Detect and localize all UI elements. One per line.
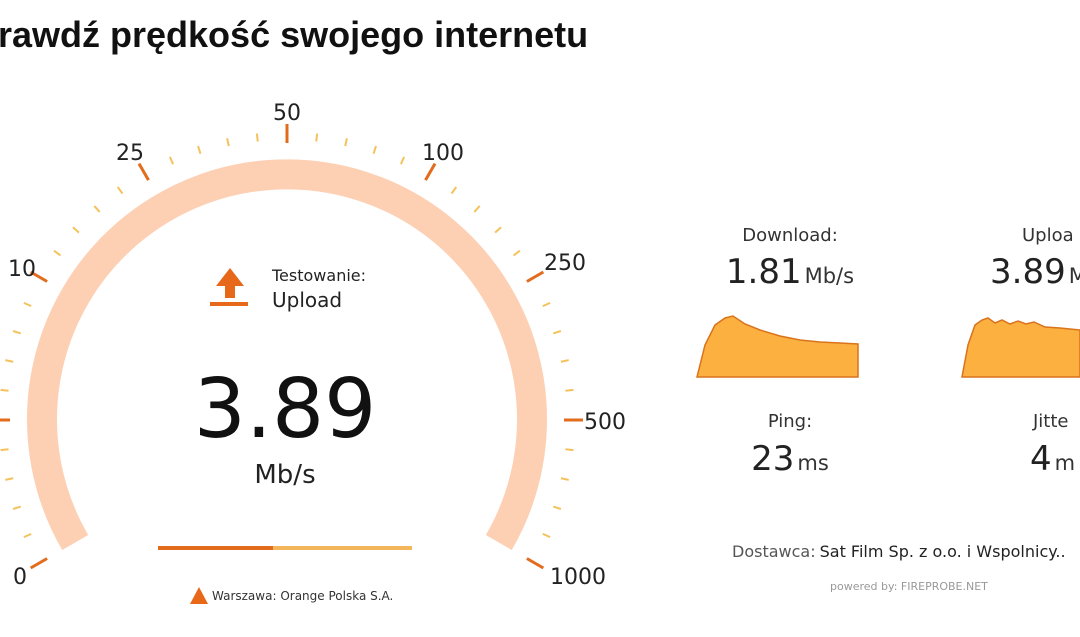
minor-tick — [72, 226, 80, 234]
scale-label: 25 — [116, 141, 144, 166]
minor-tick — [512, 249, 521, 257]
powered-by: powered by: FIREPROBE.NET — [830, 580, 988, 593]
minor-tick — [542, 301, 551, 308]
result-value: 23 ms — [751, 439, 829, 479]
gauge — [0, 124, 583, 570]
minor-tick — [552, 505, 562, 510]
unit: M — [1069, 264, 1080, 288]
provider-label: Dostawca: — [732, 542, 816, 561]
value: 23 — [751, 439, 794, 479]
major-tick — [526, 557, 545, 570]
minor-tick — [542, 532, 551, 539]
scale-label: 50 — [273, 101, 301, 126]
major-tick — [424, 162, 437, 181]
minor-tick — [560, 477, 569, 481]
minor-tick — [315, 133, 319, 142]
download-graph — [696, 315, 859, 378]
speed-value: 3.89 — [194, 362, 377, 457]
scale-label: 0 — [13, 565, 27, 590]
upload-graph — [961, 317, 1080, 378]
page-title: rawdź prędkość swojego internetu — [0, 14, 588, 55]
minor-tick — [23, 301, 32, 308]
scale-label: 500 — [584, 410, 626, 435]
minor-tick — [116, 186, 124, 195]
minor-tick — [0, 448, 9, 452]
result-label: Jitte — [1032, 411, 1069, 432]
result-label: Uploa — [1022, 225, 1074, 246]
unit: ms — [797, 451, 828, 475]
value: 1.81 — [726, 252, 802, 292]
provider-name: Sat Film Sp. z o.o. i Wspolnicy.. — [820, 542, 1066, 561]
major-tick — [29, 557, 48, 570]
minor-tick — [450, 186, 458, 195]
unit: m — [1055, 451, 1075, 475]
result-value: 1.81 Mb/s — [726, 252, 854, 292]
minor-tick — [494, 226, 502, 234]
minor-tick — [560, 359, 569, 363]
minor-tick — [5, 477, 14, 481]
minor-tick — [197, 145, 202, 155]
value: 4 — [1030, 439, 1052, 479]
speed-unit: Mb/s — [254, 460, 315, 490]
major-tick — [137, 162, 150, 181]
minor-tick — [565, 388, 574, 392]
minor-tick — [168, 156, 175, 165]
minor-tick — [93, 205, 101, 213]
result-label: Download: — [742, 225, 838, 246]
minor-tick — [399, 156, 406, 165]
server-icon — [190, 587, 208, 604]
scale-label: 1000 — [550, 565, 606, 590]
minor-tick — [226, 138, 230, 147]
minor-tick — [5, 359, 14, 363]
minor-tick — [552, 330, 562, 335]
minor-tick — [23, 532, 32, 539]
major-tick — [29, 270, 48, 283]
minor-tick — [255, 133, 259, 142]
minor-tick — [0, 388, 9, 392]
minor-tick — [473, 205, 481, 213]
value: 3.89 — [990, 252, 1066, 292]
server: Warszawa: Orange Polska S.A. — [212, 589, 393, 603]
major-tick — [526, 270, 545, 283]
minor-tick — [344, 138, 348, 147]
minor-tick — [565, 448, 574, 452]
unit: Mb/s — [805, 264, 854, 288]
result-label: Ping: — [768, 411, 812, 432]
provider: Dostawca: Sat Film Sp. z o.o. i Wspolnicy… — [732, 542, 1066, 561]
minor-tick — [12, 505, 22, 510]
result-value: 3.89 M — [990, 252, 1080, 292]
status: Upload — [272, 288, 342, 312]
scale-label: 250 — [544, 251, 586, 276]
minor-tick — [372, 145, 377, 155]
gauge-arc — [27, 159, 547, 551]
upload-icon — [210, 268, 248, 306]
minor-tick — [12, 330, 22, 335]
scale-label: 100 — [422, 141, 464, 166]
status-label: Testowanie: — [271, 266, 366, 285]
minor-tick — [53, 249, 62, 257]
scale-label: 10 — [8, 257, 36, 282]
